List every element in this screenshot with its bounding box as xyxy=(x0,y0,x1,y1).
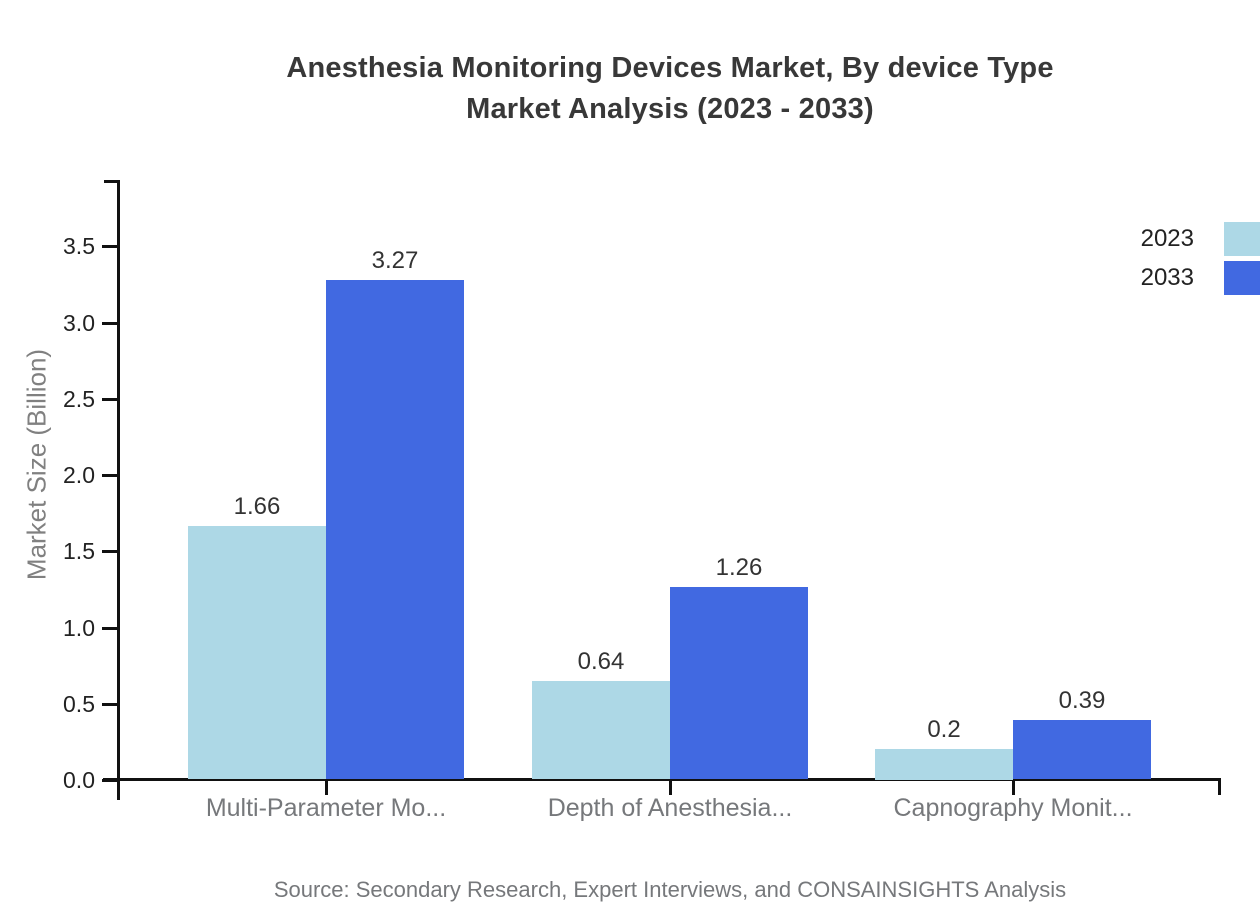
y-tick-label: 0.0 xyxy=(63,767,95,793)
legend-label: 2023 xyxy=(1140,225,1194,252)
bar-2033 xyxy=(326,280,464,779)
y-axis-spine xyxy=(117,180,120,800)
y-tick-label: 1.5 xyxy=(63,538,95,564)
chart-title-line-1: Anesthesia Monitoring Devices Market, By… xyxy=(286,52,1054,84)
legend-swatch xyxy=(1224,261,1260,295)
bar-value-label: 0.39 xyxy=(1058,687,1106,714)
x-tick xyxy=(1012,778,1015,795)
x-tick xyxy=(669,778,672,795)
category-label: Depth of Anesthesia... xyxy=(547,794,793,822)
y-tick-label: 1.0 xyxy=(63,615,95,641)
chart-title-line-2: Market Analysis (2023 - 2033) xyxy=(466,93,874,125)
y-tick-label: 0.5 xyxy=(63,691,95,717)
legend-row: 2023 xyxy=(1141,222,1260,256)
x-tick xyxy=(1218,778,1221,795)
bar-2023 xyxy=(188,526,326,779)
y-tick xyxy=(102,474,117,477)
category-label: Capnography Monit... xyxy=(893,794,1133,822)
y-tick-label: 3.0 xyxy=(63,310,95,336)
x-axis-line xyxy=(103,778,1220,781)
y-tick xyxy=(102,703,117,706)
y-tick-label: 2.0 xyxy=(63,462,95,488)
bar-value-label: 1.26 xyxy=(715,554,763,581)
y-tick xyxy=(102,322,117,325)
y-tick-label: 3.5 xyxy=(63,233,95,259)
bar-value-label: 1.66 xyxy=(233,493,281,520)
legend-label: 2033 xyxy=(1140,264,1194,291)
bar-value-label: 3.27 xyxy=(371,247,419,274)
bar-value-label: 0.2 xyxy=(927,716,961,743)
legend-row: 2033 xyxy=(1141,261,1260,295)
bar-2023 xyxy=(532,681,670,779)
bar-2033 xyxy=(1013,720,1151,779)
y-tick xyxy=(102,779,117,782)
source-caption: Source: Secondary Research, Expert Inter… xyxy=(273,877,1067,902)
y-tick xyxy=(102,398,117,401)
y-tick-label: 2.5 xyxy=(63,386,95,412)
y-tick xyxy=(102,627,117,630)
bar-2033 xyxy=(670,587,808,779)
y-tick xyxy=(102,550,117,553)
legend-swatch xyxy=(1224,222,1260,256)
category-label: Multi-Parameter Mo... xyxy=(205,794,447,822)
y-axis-top-cap xyxy=(104,180,120,183)
bar-2023 xyxy=(875,749,1013,780)
legend: 2023 2033 xyxy=(1141,222,1260,300)
bar-value-label: 0.64 xyxy=(577,648,625,675)
x-tick xyxy=(325,778,328,795)
y-tick xyxy=(102,245,117,248)
